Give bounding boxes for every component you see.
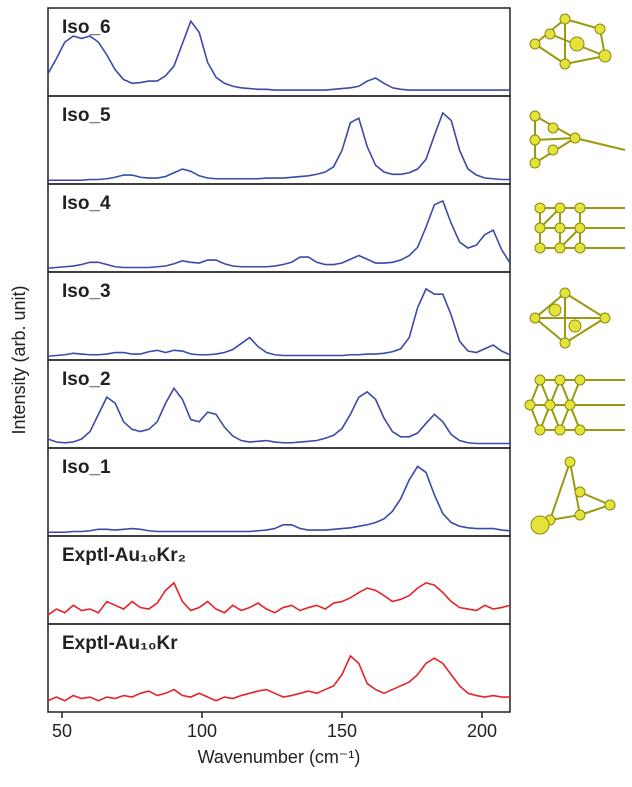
panel-frame xyxy=(48,448,510,536)
y-axis-label: Intensity (arb. unit) xyxy=(9,285,29,434)
x-tick-label: 100 xyxy=(187,721,217,741)
panel-frame xyxy=(48,360,510,448)
cluster-structures xyxy=(525,14,625,534)
chart: Wavenumber (cm⁻¹) Intensity (arb. unit) … xyxy=(0,0,632,787)
panel-frame xyxy=(48,184,510,272)
panel-label: Iso_5 xyxy=(62,105,111,126)
spectrum-line xyxy=(48,201,510,268)
panel-label: Iso_4 xyxy=(62,193,111,214)
x-tick-label: 50 xyxy=(52,721,72,741)
x-tick-label: 150 xyxy=(327,721,357,741)
cluster-iso-2 xyxy=(525,375,625,435)
x-axis-label: Wavenumber (cm⁻¹) xyxy=(198,747,361,767)
x-tick-label: 200 xyxy=(467,721,497,741)
spectrum-line xyxy=(48,388,510,443)
cluster-iso-3 xyxy=(530,288,610,348)
panel-label: Iso_3 xyxy=(62,281,111,302)
cluster-iso-4 xyxy=(535,203,625,253)
spectrum-line xyxy=(48,656,510,701)
panel-frame xyxy=(48,8,510,96)
panel-label: Exptl-Au₁₀Kr xyxy=(62,633,178,654)
cluster-iso-6 xyxy=(530,14,611,69)
panel-label: Iso_1 xyxy=(62,457,111,478)
spectrum-line xyxy=(48,466,510,532)
spectrum-line xyxy=(48,113,510,180)
cluster-iso-1 xyxy=(531,457,615,534)
panel-label: Iso_6 xyxy=(62,17,111,38)
spectrum-line xyxy=(48,21,510,90)
panel-frame xyxy=(48,96,510,184)
panel-frame xyxy=(48,272,510,360)
spectrum-line xyxy=(48,583,510,615)
panel-label: Iso_2 xyxy=(62,369,111,390)
cluster-iso-5 xyxy=(530,111,625,168)
spectrum-line xyxy=(48,289,510,356)
panel-label: Exptl-Au₁₀Kr₂ xyxy=(62,545,186,566)
